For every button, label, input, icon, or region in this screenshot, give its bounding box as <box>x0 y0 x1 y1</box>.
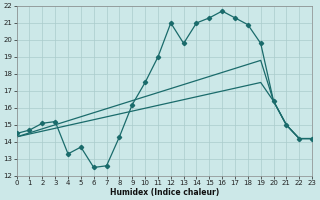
X-axis label: Humidex (Indice chaleur): Humidex (Indice chaleur) <box>110 188 219 197</box>
